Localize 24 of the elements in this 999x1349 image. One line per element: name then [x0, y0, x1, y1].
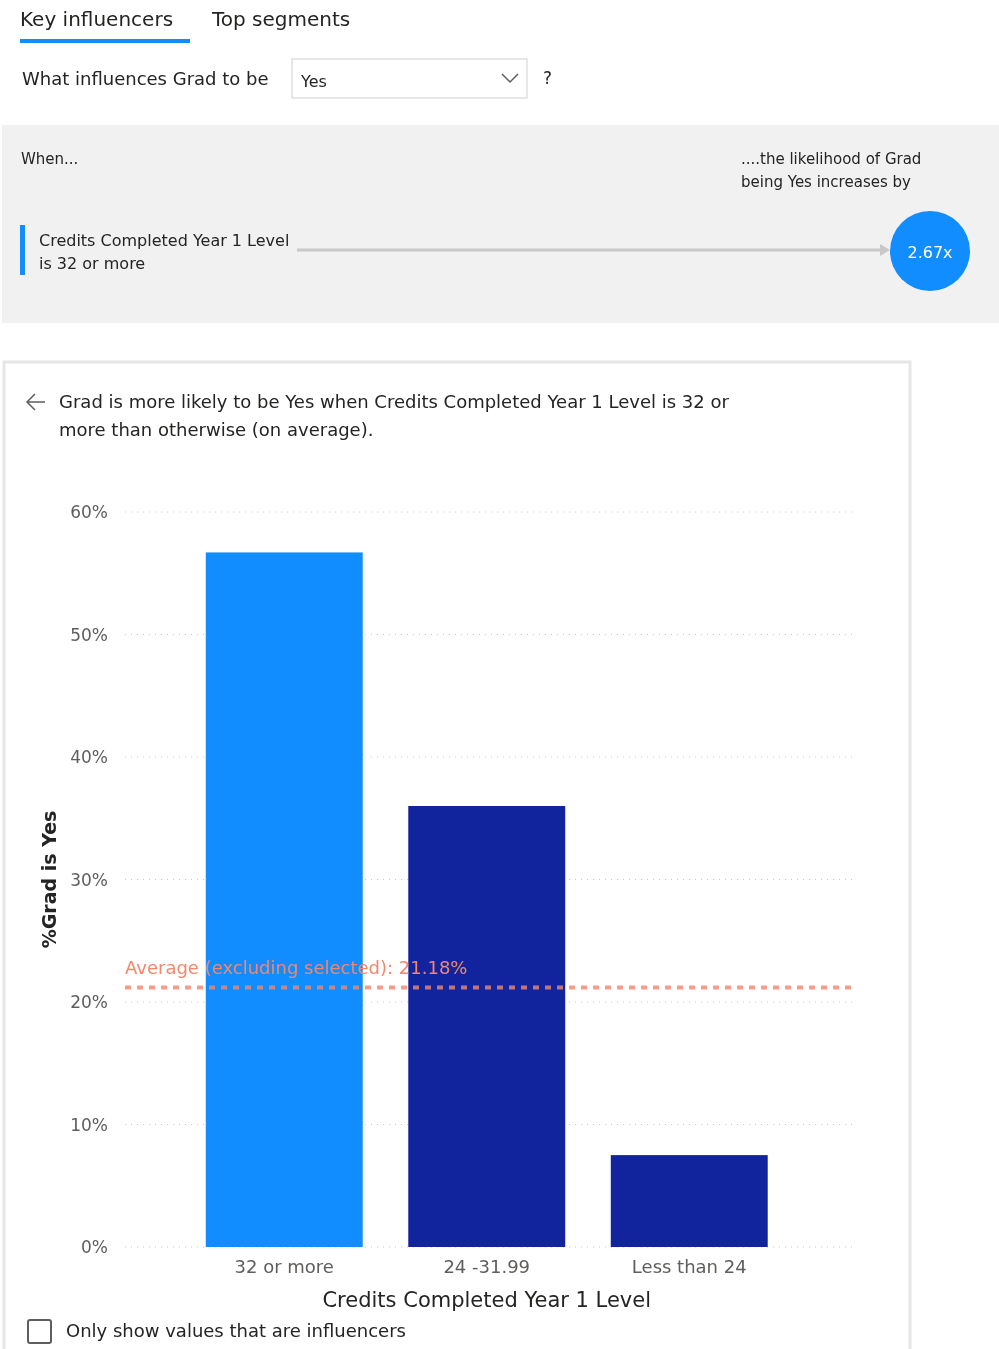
text: Yes — [300, 72, 327, 91]
text: ? — [543, 68, 553, 88]
x-tick-label: Less than 24 — [631, 1256, 747, 1277]
y-axis-title: %Grad is Yes — [38, 810, 60, 949]
y-tick-label: 20% — [70, 992, 108, 1012]
text: When... — [21, 150, 79, 168]
y-tick-label: 0% — [81, 1237, 108, 1257]
text: Top segments — [211, 7, 351, 31]
text: ....the likelihood of Grad being Yes increases by — [741, 150, 922, 191]
y-tick-label: 30% — [70, 869, 108, 890]
chart-title: Grad is more likely to be Yes when Credits Completed Year 1 Level is 32 or more than otherwise (on average). — [59, 391, 730, 440]
x-tick-label: 32 or more — [234, 1256, 334, 1277]
bar — [610, 1155, 768, 1247]
y-tick-label: 40% — [70, 747, 108, 767]
text: Key influencers — [20, 7, 174, 31]
x-axis-title: Credits Completed Year 1 Level — [322, 1288, 652, 1312]
text: 2.67x — [907, 243, 953, 262]
text: What influences Grad to be — [22, 68, 269, 89]
y-tick-label: 50% — [70, 624, 108, 645]
text: Only show values that are influencers — [66, 1320, 406, 1341]
y-tick-label: 60% — [70, 502, 108, 522]
text: Credits Completed Year 1 Level is 32 or more — [39, 231, 290, 273]
x-tick-label: 24 -31.99 — [443, 1256, 531, 1277]
y-tick-label: 10% — [70, 1114, 108, 1135]
